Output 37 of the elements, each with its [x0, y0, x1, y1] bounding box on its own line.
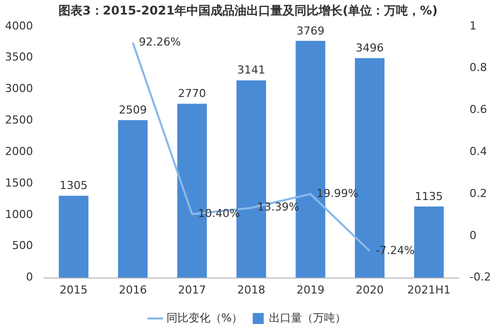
- y2-tick-label: 0.2: [470, 186, 488, 200]
- y-tick-label: 4000: [4, 19, 33, 32]
- y-tick-label: 1000: [4, 208, 33, 221]
- chart-title: 图表3：2015-2021年中国成品油出口量及同比增长(单位：万吨，%): [58, 3, 438, 18]
- bar: [414, 206, 444, 278]
- legend-label: 同比变化（%）: [166, 311, 243, 324]
- data-label: 3496: [356, 41, 384, 54]
- x-tick-label: 2019: [296, 283, 324, 296]
- data-label: 2770: [178, 87, 206, 100]
- y2-tick-label: 0.4: [470, 144, 488, 158]
- y-tick-label: 3000: [4, 82, 33, 96]
- x-tick-label: 2017: [178, 283, 206, 296]
- x-tick-label: 2015: [60, 283, 88, 296]
- y-tick-label: 3500: [4, 50, 33, 64]
- y-tick-label: 1500: [4, 176, 33, 190]
- legend-label: 出口量（万吨）: [269, 311, 346, 324]
- bar: [118, 120, 148, 278]
- y-tick-label: 2500: [4, 114, 33, 127]
- y-tick-label: 500: [12, 239, 33, 252]
- y2-tick-label: 0.8: [470, 61, 488, 74]
- data-label: 2509: [118, 103, 147, 116]
- x-tick-label: 2021H1: [407, 283, 451, 296]
- y2-tick-label: 0.6: [470, 103, 488, 116]
- y2-tick-label: 0: [470, 228, 477, 242]
- data-label: 3141: [237, 64, 266, 77]
- x-tick-label: 2020: [356, 283, 384, 296]
- y-tick-label: 0: [26, 270, 33, 284]
- y-tick-label: 2000: [4, 144, 33, 158]
- data-label: 1305: [60, 179, 88, 192]
- x-tick-label: 2016: [118, 283, 147, 296]
- bar: [58, 196, 88, 278]
- y2-tick-label: 1: [470, 19, 477, 32]
- y2-tick-label: -0.2: [470, 270, 492, 284]
- data-label: 1135: [414, 190, 443, 203]
- x-tick-label: 2018: [237, 283, 266, 296]
- data-label: 3769: [296, 24, 324, 38]
- data-label: 92.26%: [138, 35, 181, 48]
